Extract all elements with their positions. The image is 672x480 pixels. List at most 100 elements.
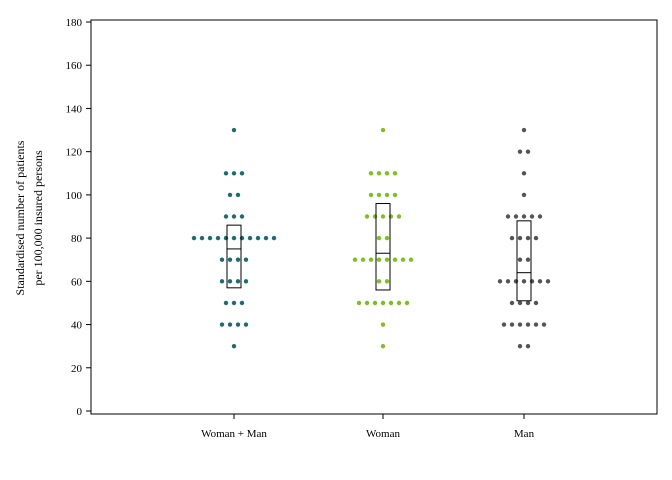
data-point [219,322,225,327]
y-tick-label: 100 [66,190,83,202]
data-point [521,279,527,284]
data-point [529,214,535,219]
data-points [191,127,551,349]
data-point [525,235,531,241]
data-point [219,257,225,262]
data-point [231,300,237,306]
data-point [533,300,539,306]
data-point [364,214,370,219]
data-point [400,257,406,262]
quartile-box [516,220,532,302]
data-point [227,279,233,284]
data-point [384,171,390,176]
data-point [223,214,229,219]
data-point [509,300,515,306]
data-point [388,300,394,306]
data-point [380,343,386,349]
data-point [360,257,366,262]
data-point [541,322,547,327]
x-tick-label: Woman [366,428,400,440]
data-point [223,171,229,176]
y-tick-label: 140 [66,103,83,115]
data-point [239,214,245,219]
data-point [521,192,527,198]
data-point [392,257,398,262]
data-point [517,300,523,306]
data-point [219,279,225,284]
data-point [223,235,229,241]
data-point [521,127,527,133]
data-point [235,192,241,198]
data-point [505,214,511,219]
data-point [368,257,374,262]
data-point [384,257,390,262]
data-point [376,257,382,262]
data-point [517,235,523,241]
data-point [243,322,249,327]
data-point [231,171,237,176]
quartile-box [375,203,391,291]
y-axis-title-line-2: per 100,000 insured persons [31,150,45,286]
data-point [396,300,402,306]
data-point [517,149,523,154]
y-tick-label: 180 [66,17,83,29]
data-point [380,300,386,306]
data-point [396,214,402,219]
data-point [372,214,378,219]
data-point [404,300,410,306]
data-point [388,214,394,219]
data-point [537,279,543,284]
data-point [517,257,523,262]
data-point [376,171,382,176]
data-point [356,300,362,306]
y-axis-title-line-1: Standardised number of patients [13,140,27,295]
data-point [231,343,237,349]
data-point [368,171,374,176]
data-point [255,235,261,241]
data-point [227,322,233,327]
data-point [352,257,358,262]
data-point [376,279,382,284]
data-point [191,235,197,241]
data-point [372,300,378,306]
data-point [231,235,237,241]
data-point [537,214,543,219]
data-point [380,214,386,219]
data-point [376,192,382,198]
data-point [392,171,398,176]
data-point [243,257,249,262]
quartile-boxes [226,203,532,302]
data-point [513,214,519,219]
data-point [235,279,241,284]
data-point [368,192,374,198]
data-point [376,235,382,241]
data-point [384,192,390,198]
y-axis: 0 20 40 60 80 100 120 140 160 180 [66,17,91,418]
data-point [497,279,503,284]
data-point [408,257,414,262]
data-point [525,300,531,306]
data-point [545,279,551,284]
plot-frame [90,19,658,415]
data-point [263,235,269,241]
data-point [380,322,386,327]
data-point [384,279,390,284]
data-point [521,214,527,219]
data-point [235,257,241,262]
y-tick-label: 160 [66,60,83,72]
data-point [505,279,511,284]
data-point [239,300,245,306]
data-point [517,322,523,327]
data-point [271,235,277,241]
data-point [525,149,531,154]
data-point [525,322,531,327]
data-point [513,279,519,284]
data-point [215,235,221,241]
data-point [525,343,531,349]
data-point [231,214,237,219]
y-tick-label: 120 [66,147,83,159]
data-point [231,127,237,133]
y-tick-label: 20 [71,363,83,375]
data-point [529,279,535,284]
